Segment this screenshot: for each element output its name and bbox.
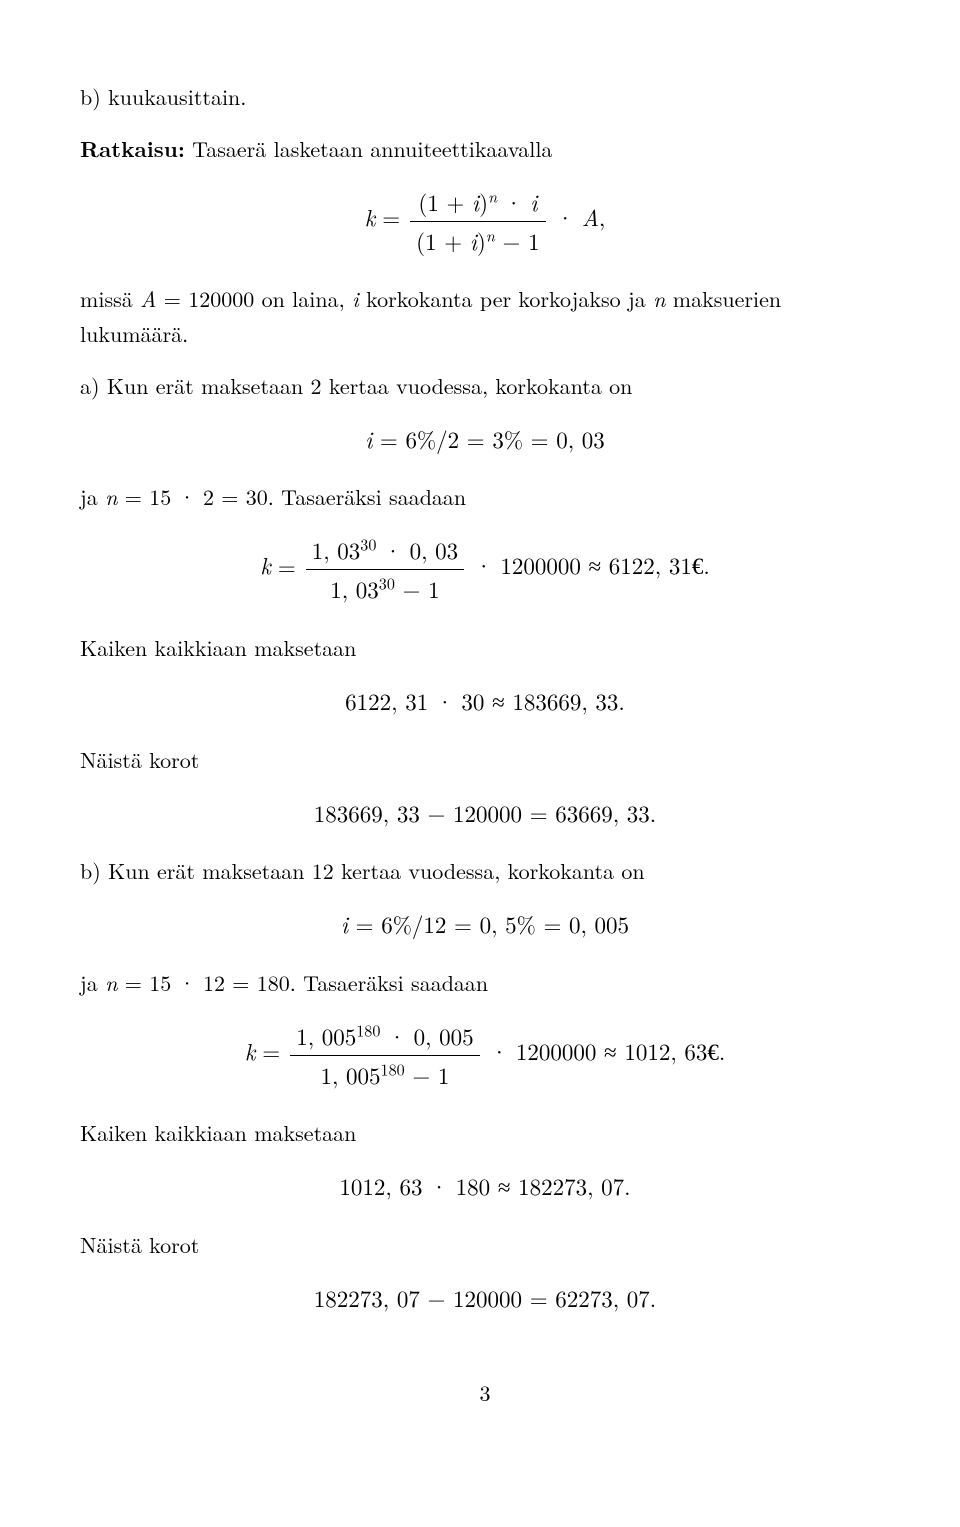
equation-total-a: 6122, 31 · 30 ≈ 183669, 33. [80,683,890,719]
eq1-den-i: i [470,224,477,257]
eq3-den-b: − 1 [395,572,440,605]
eq1-A: A [582,200,599,233]
eq1-tail: · [549,200,582,233]
equation-korot-b: 182273, 07 − 120000 = 62273, 07. [80,1280,890,1316]
p9-b: = 15 · 12 = 180. Tasaeräksi saadaan [117,967,488,998]
equation-korot-a: 183669, 33 − 120000 = 63669, 33. [80,795,890,831]
p5-n: n [105,481,117,512]
fraction-ka: 1, 0330 · 0, 03 1, 0330 − 1 [306,532,464,606]
eq1-den-b: ) [477,224,486,257]
para-b-kuukausittain: b) kuukausittain. [80,80,890,114]
para-ratkaisu: Ratkaisu: Tasaerä lasketaan annuiteettik… [80,132,890,166]
eq7-num-e: 180 [356,1018,380,1041]
eq1-num-b: ) [479,185,488,218]
p3-i: i [352,283,359,314]
eq7-num-a: 1, 005 [296,1019,356,1052]
eq1-den-exp: n [486,223,495,246]
para-kaiken-b: Kaiken kaikkiaan maksetaan [80,1116,890,1150]
para-naista-b: Näistä korot [80,1228,890,1262]
equation-annuity: k= (1 + i)n · i (1 + i)n − 1 · A, [80,184,890,258]
eq1-den-a: (1 + [416,224,470,257]
eq9: 182273, 07 − 120000 = 62273, 07. [314,1281,656,1314]
eq3-dot: . [703,549,709,582]
para-missa: missä A = 120000 on laina, i korkokanta … [80,282,890,350]
eq3-den-a: 1, 03 [330,572,379,605]
p3-A: A [140,283,156,314]
eq1-num-a: (1 + [418,185,472,218]
eq7-k: k [245,1034,256,1067]
p5-b: = 15 · 2 = 30. Tasaeräksi saadaan [117,481,466,512]
p9-n: n [105,967,117,998]
equation-ka: k= 1, 0330 · 0, 03 1, 0330 − 1 · 1200000… [80,532,890,606]
eq7-num-b: · 0, 005 [380,1019,473,1052]
p3-a: missä [80,283,140,314]
para-ja-n-30: ja n = 15 · 2 = 30. Tasaeräksi saadaan [80,480,890,514]
eq5: 183669, 33 − 120000 = 63669, 33. [314,796,656,829]
eq3-tail: · 1200000 ≈ 6122, 31 [467,549,692,582]
p3-c: korkokanta per korkojakso ja [359,283,653,314]
eq1-num-exp: n [488,185,497,208]
eq1-den-c: − 1 [495,224,540,257]
equation-i-b: i = 6%/12 = 0, 5% = 0, 005 [80,906,890,942]
eq1-comma: , [599,200,605,233]
eq3-num-e: 30 [360,533,376,556]
eq7-tail: · 1200000 ≈ 1012, 63 [483,1034,708,1067]
eq3-num-a: 1, 03 [312,533,361,566]
eq3-den-e: 30 [379,571,395,594]
para-a-kun: a) Kun erät maksetaan 2 kertaa vuodessa,… [80,369,890,403]
p5-a: ja [80,481,105,512]
text-ratkaisu-tail: Tasaerä lasketaan annuiteettikaavalla [185,133,553,164]
eq7-euro: € [707,1040,719,1065]
para-b-kun: b) Kun erät maksetaan 12 kertaa vuodessa… [80,854,890,888]
eq4: 6122, 31 · 30 ≈ 183669, 33. [345,684,625,717]
label-ratkaisu: Ratkaisu: [80,133,185,164]
eq3-k: k [260,549,271,582]
eq8: 1012, 63 · 180 ≈ 182273, 07. [339,1169,630,1202]
equation-i-a: i = 6%/2 = 3% = 0, 03 [80,421,890,457]
eq3-euro: € [692,555,704,580]
equation-kb: k= 1, 005180 · 0, 005 1, 005180 − 1 · 12… [80,1018,890,1092]
equation-total-b: 1012, 63 · 180 ≈ 182273, 07. [80,1168,890,1204]
page-number: 3 [80,1376,890,1410]
eq7-den-a: 1, 005 [320,1058,380,1091]
eq3-num-b: · 0, 03 [376,533,458,566]
p3-n: n [653,283,665,314]
var-k: k [365,200,376,233]
para-kaiken-a: Kaiken kaikkiaan maksetaan [80,631,890,665]
eq7-den-e: 180 [381,1057,405,1080]
fraction-kb: 1, 005180 · 0, 005 1, 005180 − 1 [290,1018,479,1092]
para-ja-n-180: ja n = 15 · 12 = 180. Tasaeräksi saadaan [80,966,890,1000]
eq1-num-c: · [497,185,530,218]
eq7-den-b: − 1 [405,1058,450,1091]
p3-b: = 120000 on laina, [156,283,352,314]
fraction-annuity: (1 + i)n · i (1 + i)n − 1 [410,184,545,258]
p9-a: ja [80,967,105,998]
para-naista-a: Näistä korot [80,743,890,777]
eq7-dot: . [719,1034,725,1067]
eq1-num-i2: i [530,185,537,218]
